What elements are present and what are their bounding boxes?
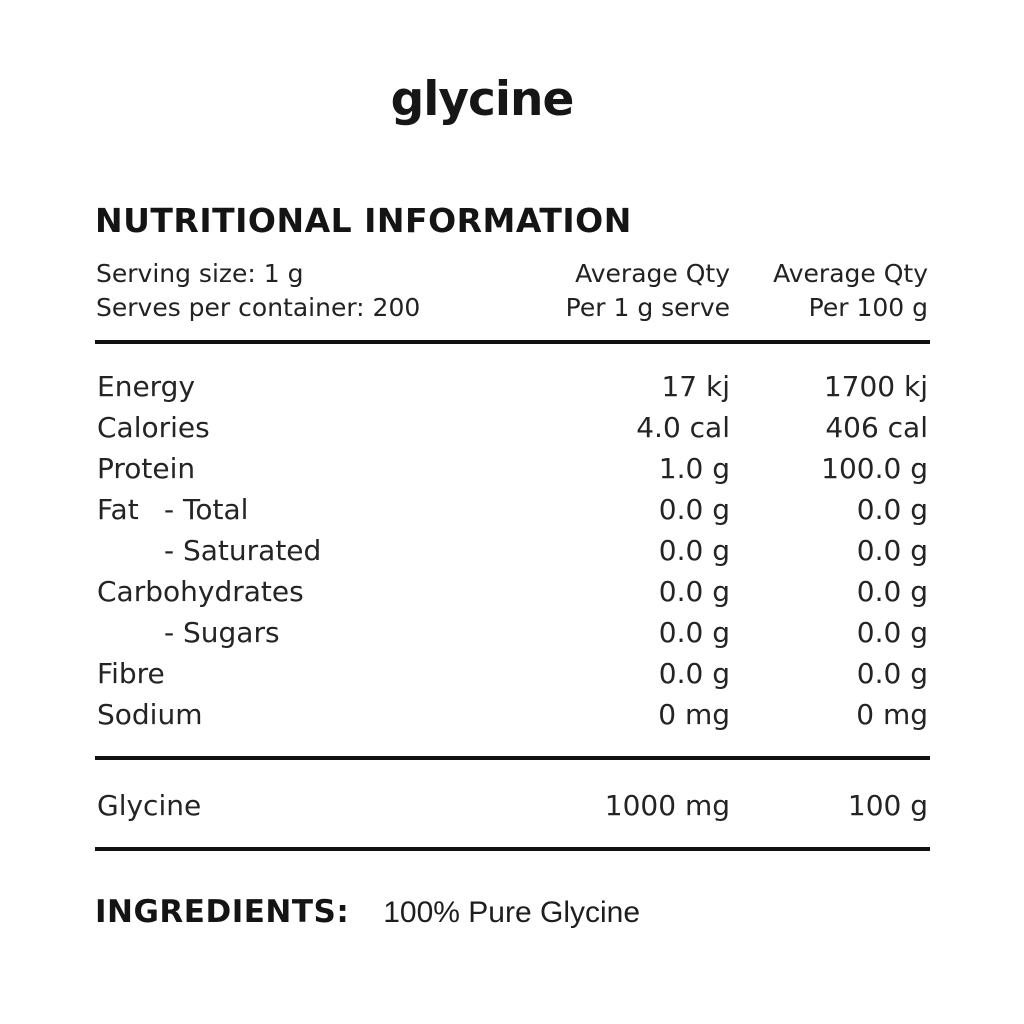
column-header-per-100g-line2: Per 100 g [808,293,928,322]
row-value-per-serve: 1.0 g [658,452,730,485]
column-header-per-100g-line1: Average Qty [773,259,928,288]
row-value-per-100g: 0.0 g [856,657,928,690]
row-value-per-serve: 0.0 g [658,616,730,649]
row-label: Protein [97,452,196,485]
row-value-per-serve: 1000 mg [604,789,730,822]
row-value-per-100g: 0.0 g [856,534,928,567]
row-sublabel: - Total [164,493,249,526]
row-value-per-serve: 0.0 g [658,657,730,690]
divider-bottom [95,847,930,851]
table-row-sugars: - Sugars 0.0 g 0.0 g [95,612,930,653]
row-label: Glycine [97,789,202,822]
row-label: Fibre [97,657,165,690]
row-value-per-100g: 0 mg [856,698,928,731]
row-label: Sodium [97,698,203,731]
serving-info: Serving size: 1 g Serves per container: … [96,257,420,325]
serves-per-container: Serves per container: 200 [96,293,421,322]
table-row-glycine: Glycine 1000 mg 100 g [95,781,930,831]
table-row-fat-total: Fat - Total 0.0 g 0.0 g [95,489,930,530]
panel-title: NUTRITIONAL INFORMATION [95,201,632,240]
row-label: Calories [97,411,210,444]
divider-middle [95,756,930,760]
row-value-per-serve: 0 mg [658,698,730,731]
row-value-per-serve: 0.0 g [658,493,730,526]
column-header-per-100g: Average Qty Per 100 g [700,257,928,325]
ingredients-line: INGREDIENTS: 100% Pure Glycine [95,893,640,932]
row-value-per-serve: 4.0 cal [636,411,730,444]
row-sublabel: - Sugars [164,616,280,649]
row-value-per-100g: 0.0 g [856,616,928,649]
row-sublabel: - Saturated [164,534,322,567]
brand-logo: glycine [390,72,575,127]
table-row-energy: Energy 17 kj 1700 kj [95,366,930,407]
table-row-fat-saturated: - Saturated 0.0 g 0.0 g [95,530,930,571]
column-header-per-serve-line2: Per 1 g serve [565,293,730,322]
ingredients-label: INGREDIENTS: [95,894,350,930]
table-row-protein: Protein 1.0 g 100.0 g [95,448,930,489]
row-label: Energy [97,370,196,403]
row-value-per-100g: 100.0 g [821,452,928,485]
table-row-calories: Calories 4.0 cal 406 cal [95,407,930,448]
ingredients-value: 100% Pure Glycine [383,896,641,929]
table-row-carbohydrates: Carbohydrates 0.0 g 0.0 g [95,571,930,612]
table-row-fibre: Fibre 0.0 g 0.0 g [95,653,930,694]
row-value-per-100g: 406 cal [825,411,928,444]
row-value-per-serve: 0.0 g [658,575,730,608]
nutrition-table: Energy 17 kj 1700 kj Calories 4.0 cal 40… [95,366,930,735]
column-header-per-serve-line1: Average Qty [575,259,730,288]
divider-top [95,340,930,344]
row-label: Carbohydrates [97,575,304,608]
row-label: Fat [97,493,139,526]
table-row-sodium: Sodium 0 mg 0 mg [95,694,930,735]
row-value-per-100g: 100 g [847,789,928,822]
row-value-per-serve: 17 kj [661,370,730,403]
row-value-per-100g: 0.0 g [856,575,928,608]
column-header-per-serve: Average Qty Per 1 g serve [430,257,730,325]
serving-size: Serving size: 1 g [96,259,304,288]
row-value-per-100g: 0.0 g [856,493,928,526]
row-value-per-100g: 1700 kj [823,370,928,403]
row-value-per-serve: 0.0 g [658,534,730,567]
